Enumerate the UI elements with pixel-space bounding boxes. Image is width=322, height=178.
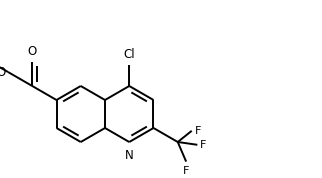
Text: F: F [200, 140, 207, 150]
Text: O: O [28, 45, 37, 58]
Text: O: O [0, 66, 6, 78]
Text: F: F [183, 166, 189, 176]
Text: Cl: Cl [123, 48, 135, 61]
Text: F: F [195, 126, 201, 136]
Text: N: N [125, 149, 134, 162]
